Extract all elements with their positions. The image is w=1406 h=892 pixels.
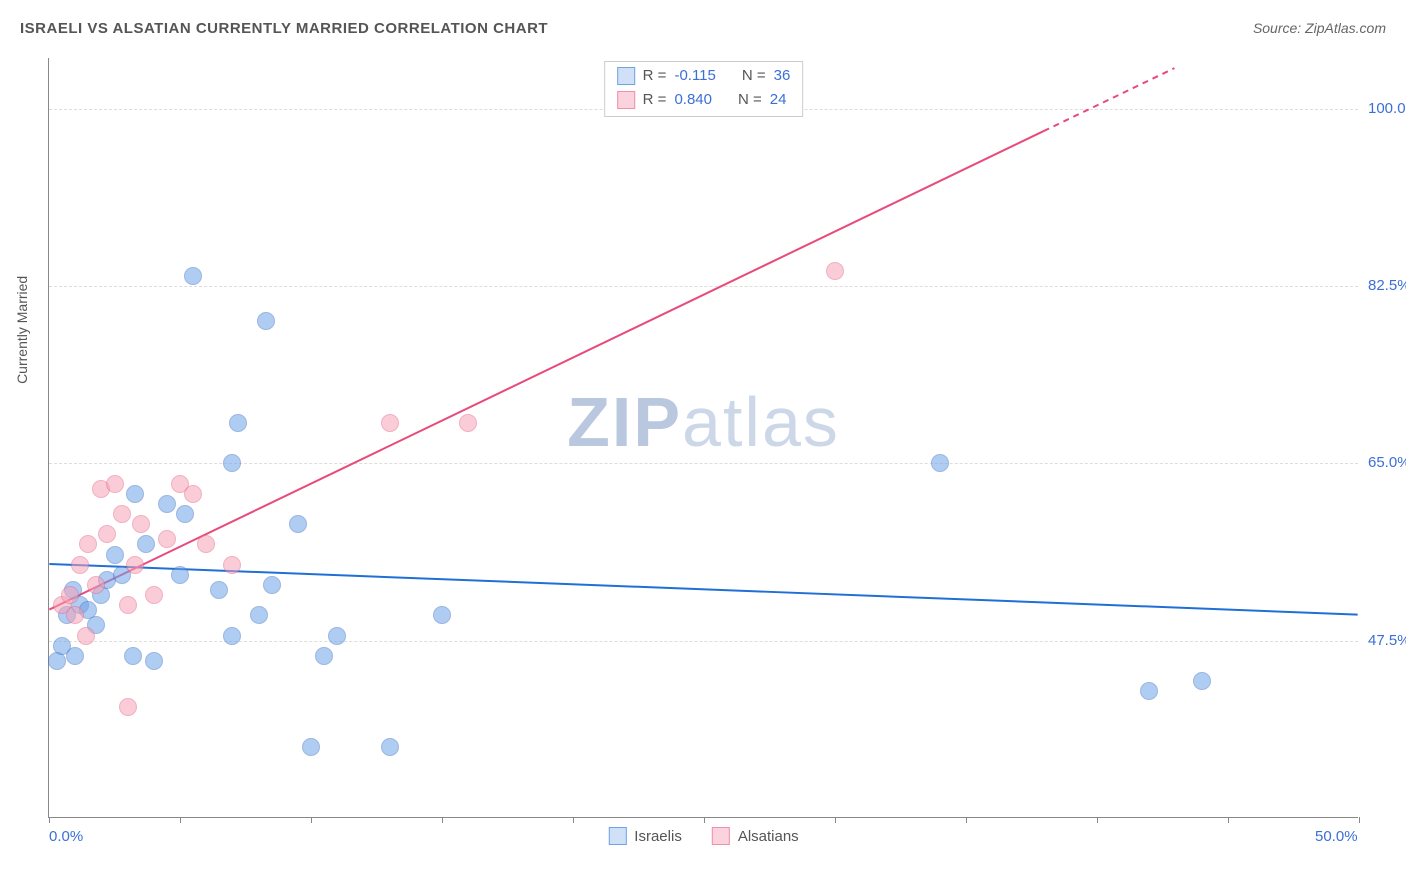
data-point-israelis	[1140, 682, 1158, 700]
data-point-israelis	[223, 454, 241, 472]
y-tick-label: 65.0%	[1368, 454, 1406, 471]
data-point-israelis	[223, 627, 241, 645]
x-tick	[180, 817, 181, 823]
data-point-israelis	[381, 738, 399, 756]
x-tick	[311, 817, 312, 823]
legend-swatch-israelis	[608, 827, 626, 845]
data-point-israelis	[210, 581, 228, 599]
data-point-israelis	[257, 312, 275, 330]
chart-title: ISRAELI VS ALSATIAN CURRENTLY MARRIED CO…	[20, 20, 548, 37]
correlation-stats-box: R = -0.115 N = 36 R = 0.840 N = 24	[604, 61, 804, 117]
data-point-alsatians	[197, 535, 215, 553]
n-value-israelis: 36	[774, 64, 791, 88]
legend: Israelis Alsatians	[608, 827, 798, 845]
x-tick-label: 0.0%	[49, 828, 83, 845]
stats-row-alsatians: R = 0.840 N = 24	[617, 88, 791, 112]
data-point-israelis	[158, 495, 176, 513]
legend-label-alsatians: Alsatians	[738, 828, 799, 845]
x-tick	[704, 817, 705, 823]
data-point-alsatians	[106, 475, 124, 493]
swatch-israelis	[617, 67, 635, 85]
data-point-israelis	[250, 606, 268, 624]
legend-item-alsatians: Alsatians	[712, 827, 799, 845]
data-point-alsatians	[132, 515, 150, 533]
data-point-israelis	[931, 454, 949, 472]
data-point-alsatians	[223, 556, 241, 574]
data-point-alsatians	[66, 606, 84, 624]
data-point-alsatians	[79, 535, 97, 553]
data-point-israelis	[145, 652, 163, 670]
legend-swatch-alsatians	[712, 827, 730, 845]
data-point-alsatians	[61, 586, 79, 604]
data-point-israelis	[263, 576, 281, 594]
data-point-israelis	[126, 485, 144, 503]
x-tick	[442, 817, 443, 823]
data-point-israelis	[184, 267, 202, 285]
data-point-israelis	[315, 647, 333, 665]
data-point-israelis	[302, 738, 320, 756]
data-point-alsatians	[459, 414, 477, 432]
x-tick	[835, 817, 836, 823]
data-point-israelis	[124, 647, 142, 665]
x-tick-label: 50.0%	[1315, 828, 1358, 845]
swatch-alsatians	[617, 91, 635, 109]
data-point-alsatians	[87, 576, 105, 594]
data-point-alsatians	[184, 485, 202, 503]
data-point-israelis	[137, 535, 155, 553]
x-tick	[1097, 817, 1098, 823]
legend-label-israelis: Israelis	[634, 828, 682, 845]
source-label: Source: ZipAtlas.com	[1253, 20, 1386, 36]
y-tick-label: 47.5%	[1368, 632, 1406, 649]
legend-item-israelis: Israelis	[608, 827, 682, 845]
stats-row-israelis: R = -0.115 N = 36	[617, 64, 791, 88]
x-tick	[1228, 817, 1229, 823]
x-tick	[49, 817, 50, 823]
data-point-israelis	[176, 505, 194, 523]
data-point-alsatians	[158, 530, 176, 548]
data-point-alsatians	[381, 414, 399, 432]
data-point-israelis	[66, 647, 84, 665]
x-tick	[966, 817, 967, 823]
data-point-israelis	[106, 546, 124, 564]
n-value-alsatians: 24	[770, 88, 787, 112]
x-tick	[573, 817, 574, 823]
data-point-alsatians	[119, 596, 137, 614]
y-axis-label: Currently Married	[14, 275, 30, 383]
data-point-alsatians	[119, 698, 137, 716]
data-point-israelis	[1193, 672, 1211, 690]
x-tick	[1359, 817, 1360, 823]
data-point-israelis	[171, 566, 189, 584]
plot-area: ZIPatlas Currently Married R = -0.115 N …	[48, 58, 1358, 818]
r-value-alsatians: 0.840	[674, 88, 712, 112]
data-point-alsatians	[77, 627, 95, 645]
data-point-israelis	[328, 627, 346, 645]
y-tick-label: 100.0%	[1368, 100, 1406, 117]
data-point-israelis	[229, 414, 247, 432]
y-tick-label: 82.5%	[1368, 277, 1406, 294]
data-point-alsatians	[145, 586, 163, 604]
r-value-israelis: -0.115	[674, 64, 715, 88]
data-point-israelis	[433, 606, 451, 624]
data-point-israelis	[289, 515, 307, 533]
data-point-alsatians	[71, 556, 89, 574]
data-point-alsatians	[98, 525, 116, 543]
data-point-alsatians	[113, 505, 131, 523]
data-point-alsatians	[826, 262, 844, 280]
data-point-alsatians	[126, 556, 144, 574]
